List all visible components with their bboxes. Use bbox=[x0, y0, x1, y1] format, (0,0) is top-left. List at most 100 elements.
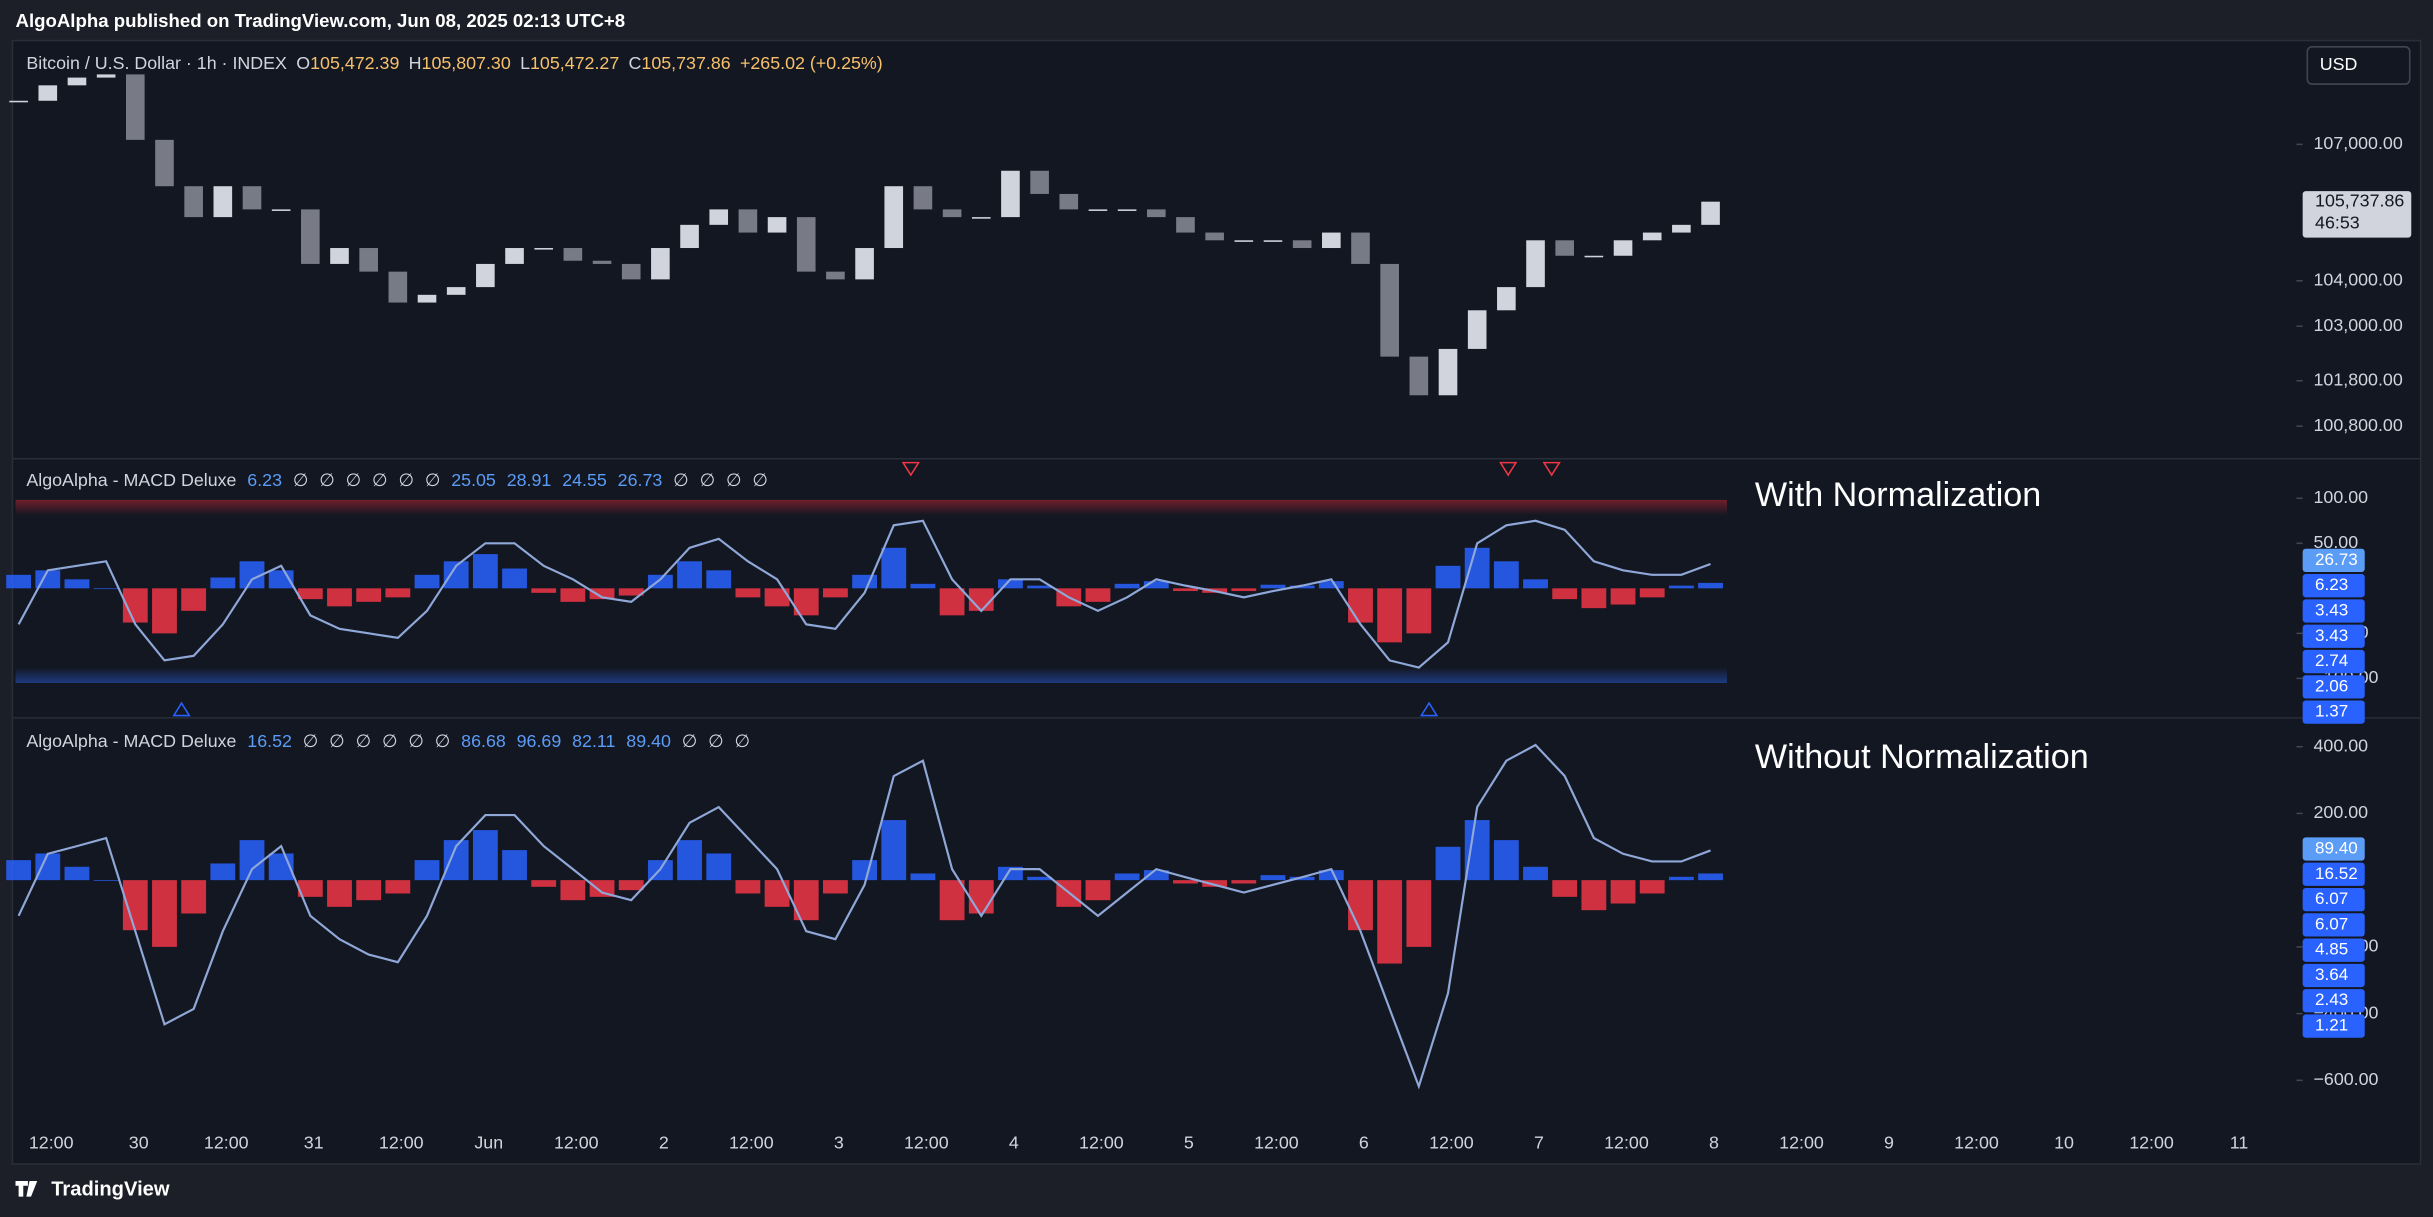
histogram-bar bbox=[1610, 880, 1636, 904]
candle bbox=[1117, 209, 1137, 211]
x-tick-label: 2 bbox=[659, 1133, 669, 1153]
histogram-bar bbox=[735, 880, 761, 894]
candle bbox=[563, 248, 583, 261]
legend-value: ∅ bbox=[435, 731, 451, 751]
candle bbox=[301, 209, 320, 264]
histogram-bar bbox=[1581, 588, 1607, 609]
histogram-bar bbox=[939, 588, 965, 616]
candle bbox=[796, 217, 816, 272]
indicator-legend: AlgoAlpha - MACD Deluxe 16.52 ∅ ∅ ∅ ∅ ∅ ∅ 86.68 9… bbox=[26, 731, 750, 751]
ohlc-key: O bbox=[296, 53, 310, 73]
x-tick-label: 9 bbox=[1884, 1133, 1894, 1153]
histogram-bar bbox=[1318, 581, 1344, 589]
legend-value: ∅ bbox=[708, 731, 724, 751]
x-tick-label: Jun bbox=[474, 1133, 503, 1153]
legend-value: 86.68 bbox=[461, 731, 506, 751]
candle bbox=[1555, 240, 1575, 256]
candle bbox=[680, 224, 699, 249]
legend-value: ∅ bbox=[329, 731, 345, 751]
candle bbox=[242, 186, 262, 210]
x-tick-label: 7 bbox=[1534, 1133, 1544, 1153]
histogram-bar bbox=[852, 860, 877, 881]
candle bbox=[1672, 224, 1691, 233]
histogram-bar bbox=[1027, 876, 1053, 881]
candle bbox=[1526, 240, 1545, 288]
candle bbox=[738, 209, 758, 233]
histogram-bar bbox=[1698, 873, 1723, 881]
scale-label-box bbox=[2302, 913, 2365, 937]
y-tick-label: 107,000.00 bbox=[2314, 133, 2403, 153]
histogram-bar bbox=[1231, 588, 1257, 592]
x-tick-label: 12:00 bbox=[1254, 1133, 1299, 1153]
candle bbox=[155, 139, 174, 187]
currency-button[interactable] bbox=[2306, 46, 2411, 85]
legend-value: ∅ bbox=[726, 470, 742, 490]
x-tick-label: 30 bbox=[129, 1133, 149, 1153]
scale-label: 6.07 bbox=[2315, 914, 2348, 933]
overbought-band bbox=[15, 499, 1727, 516]
scale-label: 3.43 bbox=[2315, 626, 2348, 645]
legend-value: ∅ bbox=[408, 731, 424, 751]
candle bbox=[67, 77, 87, 86]
ohlc-value: 105,807.30 bbox=[422, 53, 511, 73]
histogram-bar bbox=[472, 554, 498, 589]
histogram-bar bbox=[472, 830, 498, 881]
histogram-bar bbox=[560, 880, 586, 901]
histogram-bar bbox=[589, 880, 615, 897]
candle bbox=[1176, 217, 1195, 233]
macd-line bbox=[17, 743, 1711, 1090]
candle bbox=[592, 260, 612, 264]
histogram-bar bbox=[1348, 880, 1373, 931]
histogram-bar bbox=[356, 588, 382, 602]
histogram-bar bbox=[1085, 588, 1111, 602]
histogram-bar bbox=[998, 579, 1023, 589]
histogram-bar bbox=[764, 880, 790, 907]
histogram-bar bbox=[1435, 846, 1461, 881]
y-tick-label: 100,800.00 bbox=[2314, 415, 2403, 435]
histogram-bar bbox=[210, 863, 236, 881]
histogram-bar bbox=[968, 880, 994, 914]
legend-value: 16.52 bbox=[247, 731, 292, 751]
scale-label-box bbox=[2302, 963, 2365, 988]
legend-value: ∅ bbox=[752, 470, 768, 490]
x-tick-label: 31 bbox=[304, 1133, 324, 1153]
histogram-bar bbox=[152, 588, 177, 634]
x-tick-label: 12:00 bbox=[1429, 1133, 1474, 1153]
last-price: 105,737.86 bbox=[2315, 191, 2404, 211]
candle bbox=[1497, 287, 1516, 311]
histogram-bar bbox=[297, 880, 323, 897]
x-tick-label: 12:00 bbox=[1604, 1133, 1649, 1153]
legend-value: ∅ bbox=[346, 470, 362, 490]
buy-signal bbox=[172, 701, 1439, 717]
histogram-bar bbox=[881, 820, 907, 881]
candle bbox=[417, 294, 437, 303]
histogram-bar bbox=[1231, 880, 1257, 884]
x-tick-label: 3 bbox=[834, 1133, 844, 1153]
legend-value: 96.69 bbox=[517, 731, 562, 751]
x-tick-label: 10 bbox=[2054, 1133, 2074, 1153]
histogram-bar bbox=[6, 574, 32, 589]
scale-label: 4.85 bbox=[2315, 940, 2348, 959]
scale-label: 26.73 bbox=[2315, 550, 2358, 569]
histogram-bar bbox=[531, 880, 557, 887]
candle bbox=[1584, 255, 1604, 258]
panel-note: Without Normalization bbox=[1755, 738, 2089, 776]
histogram-bar bbox=[1464, 820, 1490, 881]
logo bbox=[15, 1181, 38, 1197]
histogram-bar bbox=[93, 588, 119, 590]
legend-value: ∅ bbox=[673, 470, 689, 490]
candle bbox=[330, 248, 349, 264]
histogram-bar bbox=[1523, 866, 1548, 881]
histogram-bar bbox=[1668, 876, 1694, 881]
legend-value: 89.40 bbox=[626, 731, 671, 751]
histogram-bar bbox=[414, 574, 440, 589]
histogram-bar bbox=[502, 850, 527, 881]
symbol: Bitcoin / U.S. Dollar · 1h · INDEX bbox=[26, 53, 287, 73]
x-tick-label: 12:00 bbox=[1779, 1133, 1824, 1153]
legend-value: ∅ bbox=[398, 470, 414, 490]
oversold-band bbox=[15, 667, 1727, 683]
x-tick-label: 6 bbox=[1359, 1133, 1369, 1153]
currency[interactable]: USD bbox=[2320, 54, 2358, 74]
